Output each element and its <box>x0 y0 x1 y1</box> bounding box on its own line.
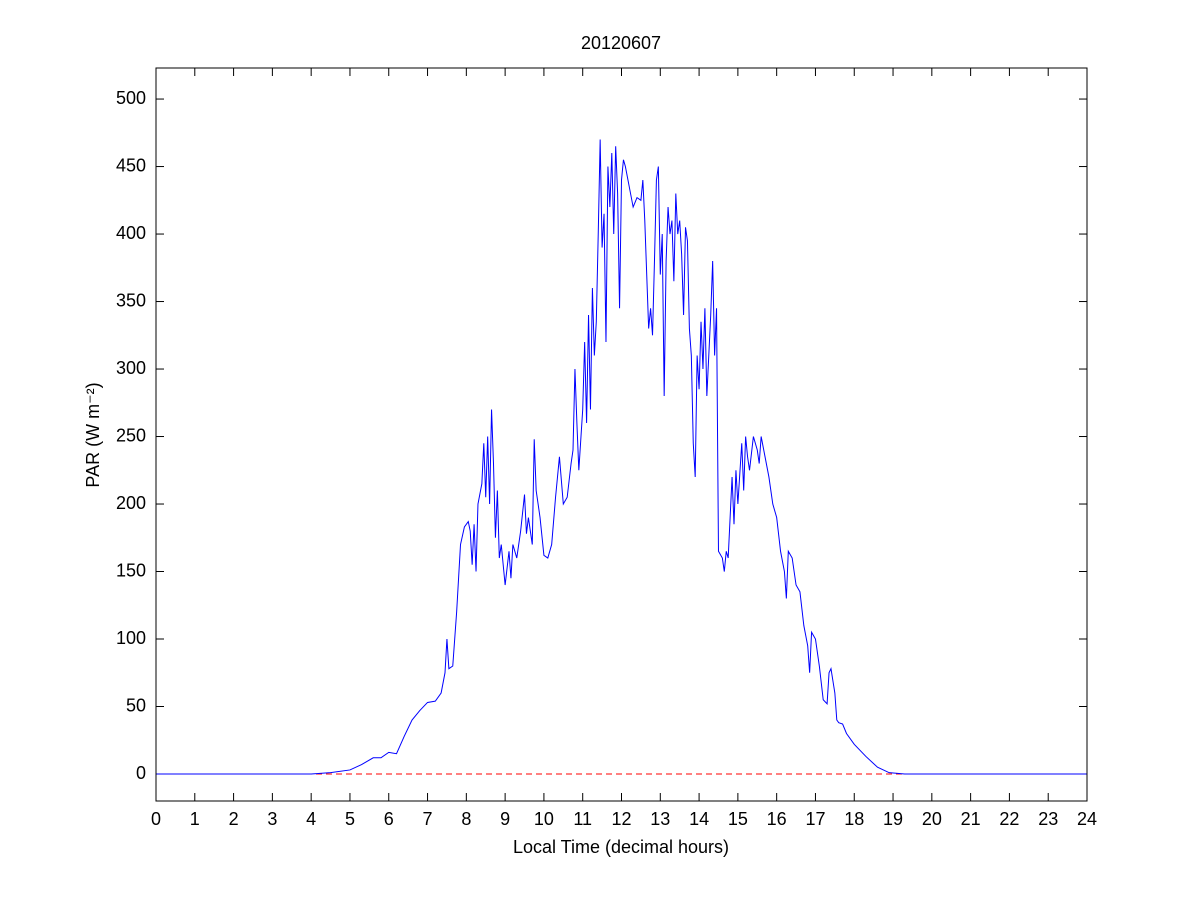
x-tick-label: 18 <box>844 809 864 829</box>
x-tick-label: 19 <box>883 809 903 829</box>
y-tick-label: 450 <box>116 155 146 175</box>
x-tick-label: 17 <box>805 809 825 829</box>
x-tick-label: 12 <box>611 809 631 829</box>
x-tick-label: 24 <box>1077 809 1097 829</box>
x-tick-label: 13 <box>650 809 670 829</box>
y-tick-label: 0 <box>136 763 146 783</box>
x-tick-label: 0 <box>151 809 161 829</box>
x-tick-label: 8 <box>461 809 471 829</box>
y-tick-label: 350 <box>116 290 146 310</box>
y-tick-label: 300 <box>116 358 146 378</box>
x-tick-label: 15 <box>728 809 748 829</box>
x-tick-label: 1 <box>190 809 200 829</box>
chart-title: 20120607 <box>581 33 661 53</box>
x-tick-label: 16 <box>767 809 787 829</box>
y-tick-label: 100 <box>116 628 146 648</box>
x-tick-label: 11 <box>573 809 592 829</box>
plot-frame <box>155 67 1088 802</box>
x-tick-label: 3 <box>267 809 277 829</box>
x-tick-label: 10 <box>534 809 554 829</box>
x-tick-label: 23 <box>1038 809 1058 829</box>
y-tick-label: 200 <box>116 493 146 513</box>
x-tick-label: 4 <box>306 809 316 829</box>
data-line <box>156 139 1087 775</box>
x-tick-label: 22 <box>999 809 1019 829</box>
y-tick-label: 150 <box>116 560 146 580</box>
x-tick-label: 14 <box>689 809 709 829</box>
y-tick-label: 400 <box>116 223 146 243</box>
x-tick-label: 9 <box>500 809 510 829</box>
x-tick-label: 7 <box>423 809 433 829</box>
x-tick-label: 21 <box>961 809 981 829</box>
y-axis-label: PAR (W m⁻²) <box>83 382 103 487</box>
y-tick-label: 250 <box>116 425 146 445</box>
x-tick-label: 5 <box>345 809 355 829</box>
y-tick-label: 50 <box>126 695 146 715</box>
y-tick-label: 500 <box>116 88 146 108</box>
x-tick-label: 6 <box>384 809 394 829</box>
x-axis-label: Local Time (decimal hours) <box>513 837 729 857</box>
x-tick-label: 2 <box>229 809 239 829</box>
x-tick-label: 20 <box>922 809 942 829</box>
